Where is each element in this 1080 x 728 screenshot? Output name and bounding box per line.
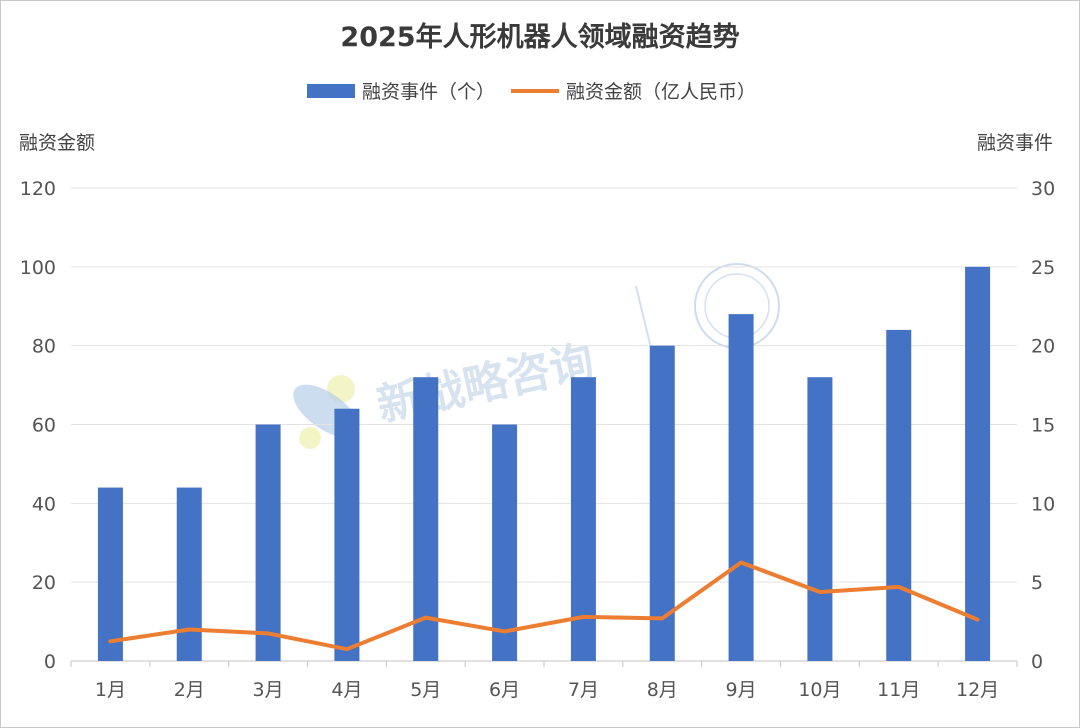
- y-left-tick-label: 80: [32, 336, 56, 358]
- line-series-path: [108, 560, 980, 652]
- x-tick-label: 4月: [331, 679, 362, 701]
- bar-4月: [334, 408, 360, 661]
- y-left-axis-title: 融资金额: [19, 132, 95, 154]
- y-left-tick-label: 100: [20, 257, 56, 279]
- y-left-tick-label: 120: [20, 178, 56, 200]
- gridlines: [70, 187, 1018, 667]
- bar-3月: [255, 424, 281, 661]
- x-tick-label: 3月: [253, 679, 284, 701]
- y-right-tick-label: 20: [1031, 336, 1055, 358]
- bar-8月: [649, 345, 675, 661]
- y-right-tick-label: 15: [1031, 415, 1055, 437]
- legend-label-bar: 融资事件（个）: [362, 81, 495, 103]
- bar-6月: [492, 424, 518, 661]
- y-right-tick-label: 10: [1031, 493, 1055, 515]
- x-tick-label: 2月: [174, 679, 205, 701]
- y-right-tick-label: 5: [1031, 572, 1043, 594]
- x-tick-label: 7月: [568, 679, 599, 701]
- y-left-tick-label: 20: [32, 572, 56, 594]
- bar-2月: [176, 487, 202, 661]
- bar-9月: [728, 314, 754, 661]
- line-series: [108, 560, 980, 652]
- bar-series: [97, 266, 991, 661]
- chart-title: 2025年人形机器人领域融资趋势: [340, 21, 739, 53]
- y-right-tick-label: 0: [1031, 651, 1043, 673]
- x-tick-label: 8月: [647, 679, 678, 701]
- y-left-tick-label: 40: [32, 493, 56, 515]
- bar-10月: [807, 377, 833, 661]
- bar-5月: [413, 377, 439, 661]
- watermark-text: 新战略咨询: [373, 336, 599, 432]
- y-left-tick-label: 60: [32, 415, 56, 437]
- legend-swatch-bar: [307, 84, 355, 98]
- x-tick-label: 5月: [410, 679, 441, 701]
- y-left-tick-label: 0: [44, 651, 56, 673]
- x-tick-label: 6月: [489, 679, 520, 701]
- legend-label-line: 融资金额（亿人民币）: [566, 81, 756, 103]
- bar-11月: [886, 329, 912, 661]
- bar-7月: [570, 377, 596, 661]
- y-right-axis-title: 融资事件: [977, 132, 1053, 154]
- legend: 融资事件（个） 融资金额（亿人民币）: [307, 81, 756, 103]
- axis-ticks: 0 0 20 5 40 10 60 15 80 20 100 25 120 30 1月 2月 3月 4月 5月 6月 7…: [20, 178, 1055, 701]
- x-tick-label: 12月: [956, 679, 999, 701]
- x-tick-label: 1月: [95, 679, 126, 701]
- y-right-tick-label: 30: [1031, 178, 1055, 200]
- y-right-tick-label: 25: [1031, 257, 1055, 279]
- x-tick-label: 11月: [877, 679, 920, 701]
- bar-1月: [97, 487, 123, 661]
- x-tick-label: 9月: [726, 679, 757, 701]
- bar-12月: [965, 266, 991, 661]
- x-tick-label: 10月: [798, 679, 841, 701]
